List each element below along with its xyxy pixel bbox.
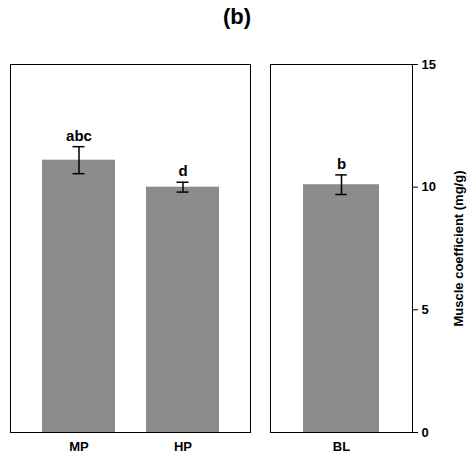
svg-text:15: 15 [422, 57, 436, 72]
svg-text:5: 5 [422, 302, 429, 317]
svg-text:MP: MP [69, 439, 89, 454]
html-text:(b): (b) [223, 4, 251, 29]
svg-text:b: b [337, 155, 346, 172]
svg-text:abc: abc [66, 127, 92, 144]
svg-text:HP: HP [174, 439, 192, 454]
svg-text:d: d [178, 162, 187, 179]
svg-text:10: 10 [422, 179, 436, 194]
svg-text:Muscle coefficient (mg/g): Muscle coefficient (mg/g) [451, 170, 466, 326]
svg-text:0: 0 [422, 425, 429, 440]
svg-text:BL: BL [333, 439, 350, 454]
